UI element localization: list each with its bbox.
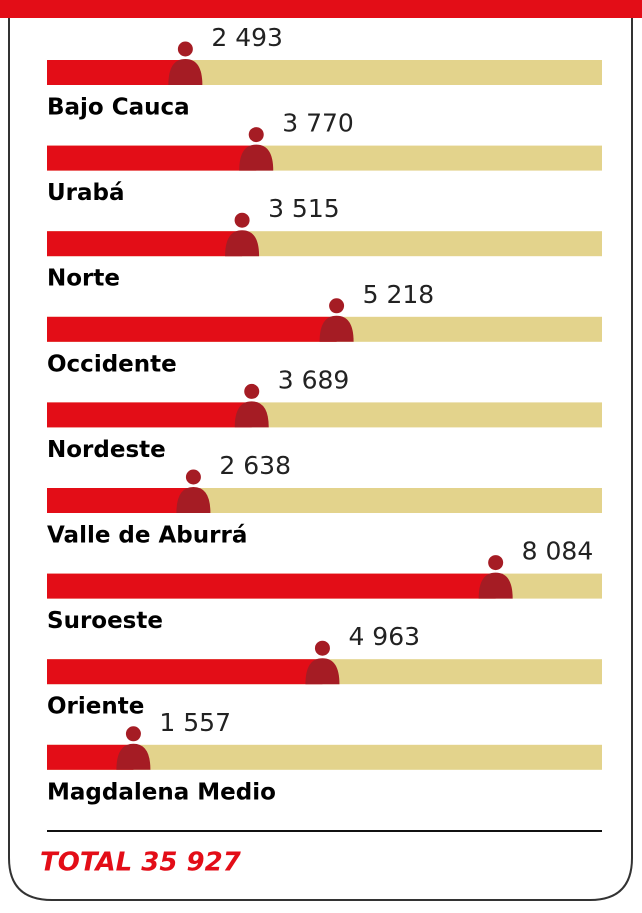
category-label: Occidente [47,351,177,377]
bar [47,659,323,685]
category-label: Oriente [47,694,144,720]
person-body [116,743,151,770]
value-label: 5 218 [363,280,435,309]
person-head [248,127,264,143]
bar [47,316,337,342]
total: TOTAL 35 927 [40,848,242,878]
category-label: Urabá [47,180,125,206]
person-icon [239,127,274,171]
person-icon [478,555,513,599]
person-head [185,469,201,485]
bar [47,145,257,171]
person-head [314,640,330,656]
person-body [176,487,211,513]
bar [47,60,186,85]
person-icon [225,212,260,257]
category-label: Suroeste [47,608,163,634]
person-icon [116,726,151,770]
person-head [488,555,504,571]
top-band [0,0,642,18]
person-body [239,144,274,171]
value-label: 4 963 [348,622,420,651]
person-body [478,572,513,599]
category-label: Magdalena Medio [47,779,276,805]
bar [47,231,243,257]
bar [47,573,496,599]
person-body [168,59,203,85]
person-body [305,658,340,685]
category-label: Norte [47,266,120,292]
person-head [177,41,193,57]
category-label: Bajo Cauca [47,95,190,121]
category-label: Valle de Aburrá [47,523,247,549]
value-label: 8 084 [522,537,594,566]
person-head [244,383,260,399]
bar [47,488,194,513]
person-icon [168,41,203,85]
person-icon [319,298,354,342]
person-icon [305,640,340,685]
value-label: 2 493 [211,23,283,52]
person-icon [176,469,211,513]
person-body [225,230,260,257]
person-body [319,315,354,342]
value-label: 1 557 [159,708,231,737]
person-icon [234,383,269,428]
person-head [234,212,250,228]
person-head [329,298,345,314]
person-head [125,726,141,742]
value-label: 3 689 [278,365,350,394]
value-label: 2 638 [219,451,291,480]
category-label: Nordeste [47,437,166,463]
value-label: 3 770 [282,109,354,138]
bar [47,402,252,428]
frame [8,18,633,901]
person-body [234,401,269,428]
value-label: 3 515 [268,194,340,223]
